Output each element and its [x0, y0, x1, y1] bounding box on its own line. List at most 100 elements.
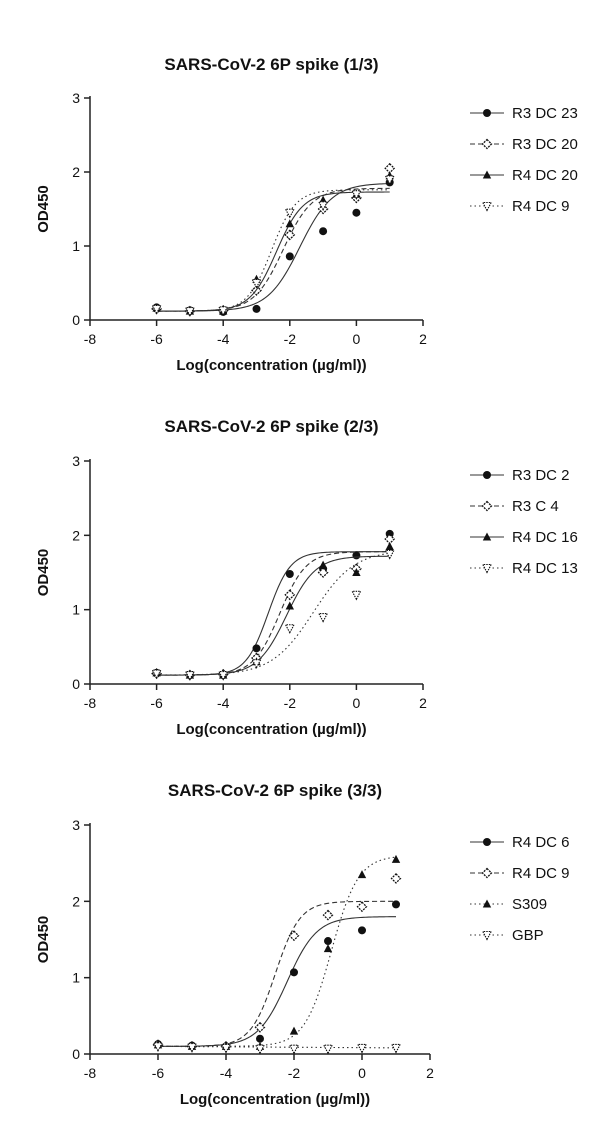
x-tick-label: -2 — [284, 695, 297, 711]
data-point — [358, 926, 366, 934]
x-axis-label: Log(concentration (µg/ml)) — [176, 721, 366, 738]
data-point — [256, 1035, 264, 1043]
legend-marker — [483, 140, 492, 149]
fit-curve — [158, 917, 396, 1047]
data-point — [392, 855, 400, 863]
x-tick-label: -2 — [284, 331, 297, 347]
x-tick-label: -4 — [217, 331, 230, 347]
legend-entry-3: R4 DC 20 — [470, 167, 578, 184]
legend-entry-3: S309 — [470, 896, 547, 913]
data-point — [253, 305, 261, 313]
x-tick-label: 0 — [353, 695, 361, 711]
legend-entry-3: R4 DC 16 — [470, 529, 578, 546]
data-point — [285, 230, 294, 239]
y-tick-label: 2 — [72, 527, 80, 543]
legend-label: R4 DC 20 — [512, 167, 578, 184]
fit-curve — [157, 184, 390, 312]
data-point — [319, 614, 327, 622]
data-point — [392, 874, 401, 883]
legend-entry-1: R4 DC 6 — [470, 834, 570, 851]
data-point — [324, 911, 333, 920]
fit-curve — [157, 190, 390, 311]
legend-label: R3 DC 23 — [512, 105, 578, 122]
x-tick-label: -2 — [288, 1065, 301, 1081]
series-4 — [154, 1043, 400, 1053]
legend-label: R3 C 4 — [512, 498, 559, 515]
x-tick-label: -8 — [84, 1065, 97, 1081]
legend-entry-4: R4 DC 9 — [470, 198, 570, 215]
y-tick-label: 1 — [72, 602, 80, 618]
x-tick-label: -6 — [152, 1065, 165, 1081]
x-axis-label: Log(concentration (µg/ml)) — [180, 1091, 370, 1108]
y-tick-label: 0 — [72, 1046, 80, 1062]
chart-title: SARS-CoV-2 6P spike (1/3) — [164, 55, 378, 74]
legend-label: R3 DC 20 — [512, 136, 578, 153]
data-point — [286, 625, 294, 633]
legend-label: R4 DC 9 — [512, 198, 570, 215]
legend-entry-4: GBP — [470, 927, 544, 944]
legend-entry-2: R3 DC 20 — [470, 136, 578, 153]
x-axis-label: Log(concentration (µg/ml)) — [176, 357, 366, 374]
y-tick-label: 1 — [72, 970, 80, 986]
data-point — [290, 968, 298, 976]
legend-entry-4: R4 DC 13 — [470, 560, 578, 577]
y-tick-label: 0 — [72, 312, 80, 328]
legend-marker — [483, 838, 491, 846]
y-axis-label: OD450 — [35, 185, 52, 233]
y-tick-label: 3 — [72, 453, 80, 469]
y-tick-label: 1 — [72, 238, 80, 254]
legend-marker — [483, 869, 492, 878]
legend-label: S309 — [512, 896, 547, 913]
data-point — [352, 209, 360, 217]
x-tick-label: -8 — [84, 331, 97, 347]
legend-label: R3 DC 2 — [512, 467, 570, 484]
fit-curve — [157, 188, 390, 311]
chart-title: SARS-CoV-2 6P spike (3/3) — [168, 781, 382, 800]
data-point — [352, 591, 360, 599]
series-3 — [154, 855, 400, 1050]
data-point — [358, 902, 367, 911]
data-point — [319, 561, 327, 569]
x-tick-label: -6 — [150, 331, 163, 347]
fit-curve — [158, 857, 396, 1046]
data-point — [324, 1045, 332, 1053]
data-point — [253, 644, 261, 652]
y-axis-label: OD450 — [35, 549, 52, 597]
chart-panel-3: SARS-CoV-2 6P spike (3/3)0123-8-6-4-202L… — [35, 781, 570, 1108]
legend-entry-2: R3 C 4 — [470, 498, 559, 515]
data-point — [358, 1044, 366, 1052]
data-point — [386, 542, 394, 550]
y-axis-label: OD450 — [35, 916, 52, 964]
x-tick-label: -4 — [217, 695, 230, 711]
data-point — [386, 550, 394, 558]
fit-curve — [158, 901, 396, 1046]
data-point — [286, 209, 294, 217]
chart-title: SARS-CoV-2 6P spike (2/3) — [164, 417, 378, 436]
legend-marker — [483, 471, 491, 479]
x-tick-label: 2 — [426, 1065, 434, 1081]
chart-panel-2: SARS-CoV-2 6P spike (2/3) 0 1 2 3 -8 -6 -4 -2 0 2 L… — [35, 417, 578, 738]
series-2 — [154, 874, 401, 1051]
data-point — [286, 219, 294, 227]
data-point — [358, 870, 366, 878]
y-tick-label: 2 — [72, 164, 80, 180]
data-point — [290, 1045, 298, 1053]
legend-label: R4 DC 9 — [512, 865, 570, 882]
data-point — [392, 900, 400, 908]
series-1 — [154, 900, 400, 1050]
data-point — [319, 227, 327, 235]
y-tick-label: 2 — [72, 893, 80, 909]
series-1 — [153, 530, 394, 679]
y-tick-label: 3 — [72, 817, 80, 833]
data-point — [290, 1027, 298, 1035]
x-tick-label: -8 — [84, 695, 97, 711]
data-point — [286, 570, 294, 578]
x-tick-label: 0 — [358, 1065, 366, 1081]
legend-entry-1: R3 DC 2 — [470, 467, 570, 484]
x-tick-label: -6 — [150, 695, 163, 711]
y-tick-label: 0 — [72, 676, 80, 692]
data-point — [324, 937, 332, 945]
x-tick-label: 2 — [419, 695, 427, 711]
legend-marker — [483, 109, 491, 117]
